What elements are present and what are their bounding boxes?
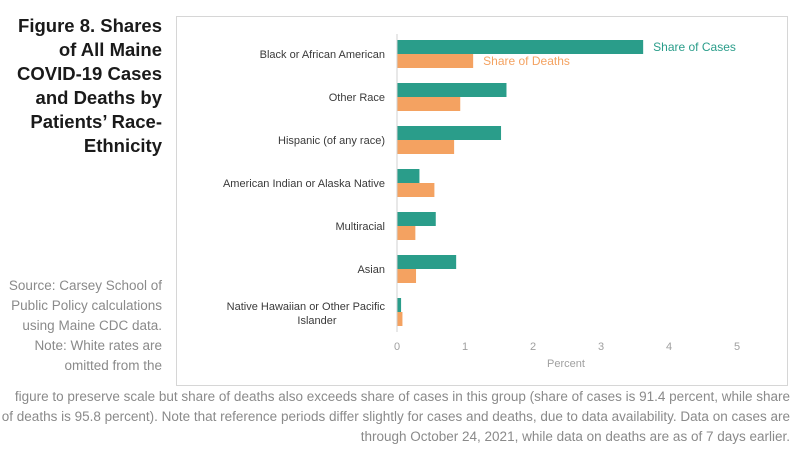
bar-cases (397, 298, 402, 312)
category-label: Black or African American (260, 49, 385, 61)
x-tick-labels: 0 1 2 3 4 5 (394, 341, 740, 353)
bar-deaths (397, 226, 416, 240)
x-tick-label: 2 (530, 341, 536, 353)
bar-cases (397, 83, 507, 97)
bar-deaths (397, 183, 435, 197)
source-text: Source: Carsey School of Public Policy c… (8, 278, 162, 333)
bar-cases (397, 255, 457, 269)
x-axis-label: Percent (547, 358, 585, 370)
source-note: Source: Carsey School of Public Policy c… (4, 276, 162, 376)
figure-title: Figure 8. Shares of All Maine COVID-19 C… (17, 15, 162, 156)
category-label: Multiracial (335, 221, 385, 233)
bar-deaths (397, 140, 455, 154)
x-tick-label: 1 (462, 341, 468, 353)
category-label: Other Race (329, 92, 385, 104)
category-label: Hispanic (of any race) (278, 135, 385, 147)
bars (397, 40, 644, 326)
category-label: Native Hawaiian or Other Pacific Islander (227, 301, 386, 327)
legend-deaths: Share of Deaths (483, 54, 570, 68)
bar-chart: Black or African American Other Race Hispa… (223, 34, 740, 370)
bar-cases (397, 169, 420, 183)
note-start-text: Note: White rates are omitted from the (34, 338, 162, 373)
x-tick-label: 4 (666, 341, 672, 353)
bar-deaths (397, 269, 417, 283)
chart-frame: Black or African American Other Race Hispa… (176, 16, 788, 386)
bar-deaths (397, 54, 474, 68)
bar-deaths (397, 312, 403, 326)
bar-deaths (397, 97, 461, 111)
x-tick-label: 3 (598, 341, 604, 353)
bar-cases (397, 40, 644, 54)
legend-cases: Share of Cases (653, 40, 736, 54)
bar-cases (397, 212, 436, 226)
bar-cases (397, 126, 502, 140)
category-label: Asian (357, 264, 385, 276)
x-tick-label: 5 (734, 341, 740, 353)
note-continuation: figure to preserve scale but share of de… (1, 389, 790, 444)
category-labels: Black or African American Other Race Hispa… (223, 49, 386, 327)
x-tick-label: 0 (394, 341, 400, 353)
legend: Share of Cases Share of Deaths (483, 40, 736, 68)
category-label: American Indian or Alaska Native (223, 178, 385, 190)
